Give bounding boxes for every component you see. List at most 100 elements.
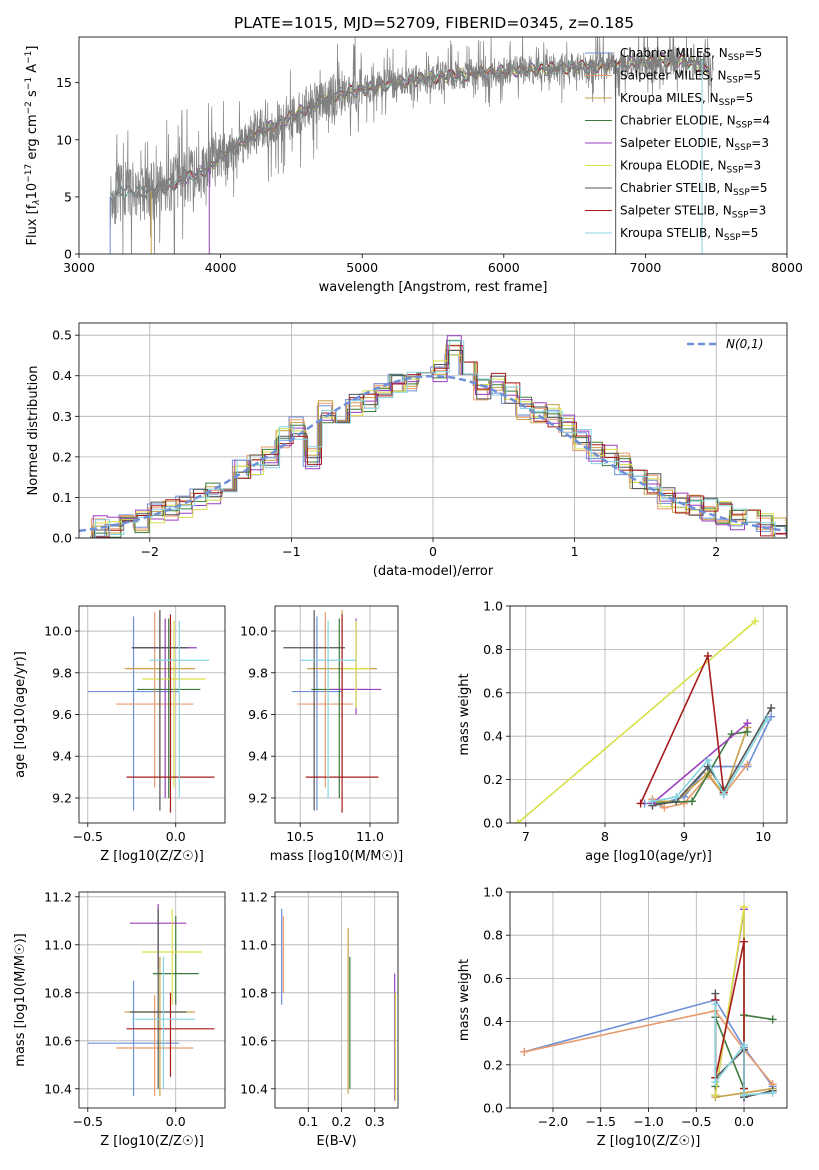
plot-area <box>109 37 714 254</box>
y-tick-label: 10.4 <box>44 1081 72 1096</box>
mass-weight-marker <box>740 903 749 912</box>
mass-weight-marker <box>703 756 712 765</box>
residual-histogram <box>80 345 787 538</box>
y-tick-label: 0.1 <box>52 490 72 505</box>
x-tick-label: 0.0 <box>166 1114 186 1129</box>
legend-tail: =5 <box>745 46 763 60</box>
grid <box>510 891 787 1109</box>
legend-sub: SSP <box>733 188 750 198</box>
x-tick-label: 0 <box>429 544 437 559</box>
y-tick-label: 9.6 <box>52 707 72 722</box>
y-tick-label: 0.0 <box>483 1101 503 1116</box>
legend-tail: =3 <box>743 159 761 173</box>
x-tick-label: 0.0 <box>734 1114 754 1129</box>
mass-weight-marker <box>743 727 752 736</box>
mass-weight-line <box>524 1009 774 1085</box>
panel-age-vs-mass: 10.5 11.0 9.2 9.4 9.6 9.8 10.0 mass [log10(M/M☉… <box>240 605 403 864</box>
plot-area <box>281 908 396 1101</box>
mass-weight-marker <box>660 803 669 812</box>
x-tick-label: 7 <box>522 829 530 844</box>
legend-entry: Chabrier ELODIE, NSSP=4 <box>620 114 770 131</box>
y-tick-label: 0.2 <box>52 449 72 464</box>
grid <box>79 606 225 823</box>
grid <box>275 606 398 823</box>
y-tick-label: 1.0 <box>483 599 503 614</box>
x-tick-label: −0.5 <box>681 1114 711 1129</box>
mass-weight-marker <box>711 1078 720 1087</box>
y-tick-label: 1.0 <box>483 885 503 900</box>
mass-weight-marker <box>768 1015 777 1024</box>
legend-entry: Kroupa MILES, NSSP=5 <box>620 91 753 108</box>
mass-weight-marker <box>768 1088 777 1097</box>
y-tick-label: 10.0 <box>44 624 72 639</box>
x-tick-label: 4000 <box>205 260 237 275</box>
mass-vs-Z-xlabel: Z [log10(Z/Z☉)] <box>100 1134 204 1149</box>
mass-weight-marker <box>513 819 522 823</box>
mass-weight-marker <box>711 1091 720 1100</box>
residuals-xlabel: (data-model)/error <box>373 564 494 579</box>
figure-title: PLATE=1015, MJD=52709, FIBERID=0345, z=0… <box>234 14 634 32</box>
normal-curve-line <box>79 374 785 533</box>
y-tick-label: 11.0 <box>44 937 72 952</box>
y-tick-label: 0.3 <box>52 409 72 424</box>
age-vs-Z-xlabel: Z [log10(Z/Z☉)] <box>100 849 204 864</box>
plot-area <box>283 610 382 813</box>
x-tick-label: 9 <box>680 829 688 844</box>
legend-label: Salpeter ELODIE, N <box>620 136 734 150</box>
mass-weight-marker <box>763 714 772 723</box>
axes-frame <box>78 36 788 255</box>
mass-weight-marker <box>711 1000 720 1009</box>
y-tick-label: 0 <box>64 247 72 262</box>
x-tick-label: 1 <box>571 544 579 559</box>
y-tick-label: 0.0 <box>52 531 72 546</box>
x-tick-label: 8000 <box>771 260 803 275</box>
panel-mass-vs-Z: −0.5 0.0 10.4 10.6 10.8 11.0 11.2 Z [log10(Z/Z☉… <box>13 889 226 1149</box>
mass-weight-marker <box>680 799 689 808</box>
y-tick-label: 0.6 <box>483 971 503 986</box>
axes-frame <box>509 891 788 1109</box>
y-tick-label: 0.0 <box>483 816 503 831</box>
legend-label: Salpeter MILES, N <box>620 69 727 83</box>
age-vs-mass-xlabel: mass [log10(M/M☉)] <box>270 849 403 864</box>
legend-entry: Chabrier MILES, NSSP=5 <box>620 46 762 63</box>
weight-vs-Z-ylabel: mass weight <box>457 959 472 1041</box>
legend-entry: Salpeter ELODIE, NSSP=3 <box>620 136 769 153</box>
x-tick-label: 2 <box>712 544 720 559</box>
plot-area <box>87 904 215 1096</box>
weight-vs-Z-xlabel: Z [log10(Z/Z☉)] <box>597 1134 701 1149</box>
mass-weight-marker <box>688 797 697 806</box>
ylabel-part: ] <box>25 46 40 51</box>
spectrum-xlabel: wavelength [Angstrom, rest frame] <box>319 280 548 295</box>
mass-weight-marker <box>740 937 749 946</box>
ylabel-part: −1 <box>24 51 34 64</box>
y-tick-label: 0.2 <box>483 772 503 787</box>
mass-weight-marker <box>740 1041 749 1050</box>
y-tick-label: 9.2 <box>52 790 72 805</box>
x-tick-label: 0.1 <box>298 1114 318 1129</box>
x-tick-label: 10.5 <box>286 829 314 844</box>
x-tick-label: 5000 <box>346 260 378 275</box>
x-tick-label: 3000 <box>63 260 95 275</box>
mass-weight-marker <box>719 790 728 799</box>
axes-frame <box>274 891 399 1109</box>
legend-entry: Kroupa STELIB, NSSP=5 <box>620 226 758 243</box>
legend-tail: =3 <box>749 204 767 218</box>
residual-histogram <box>80 350 787 538</box>
ylabel-part: λ <box>32 199 42 205</box>
observed-spectrum-line <box>109 37 714 254</box>
y-tick-label: 0.8 <box>483 642 503 657</box>
x-tick-label: −1.5 <box>586 1114 616 1129</box>
x-tick-label: −0.5 <box>73 829 103 844</box>
normal-legend-label: N(0,1) <box>726 337 763 351</box>
y-tick-label: 0.2 <box>483 1057 503 1072</box>
mass-weight-marker <box>636 799 645 808</box>
axes-frame <box>509 605 788 824</box>
ylabel-part: Flux [f <box>25 204 40 245</box>
grid <box>275 892 398 1108</box>
mass-weight-marker <box>648 797 657 806</box>
legend-tail: =4 <box>752 114 770 128</box>
y-tick-label: 0.4 <box>52 368 72 383</box>
y-tick-label: 10.8 <box>240 985 268 1000</box>
